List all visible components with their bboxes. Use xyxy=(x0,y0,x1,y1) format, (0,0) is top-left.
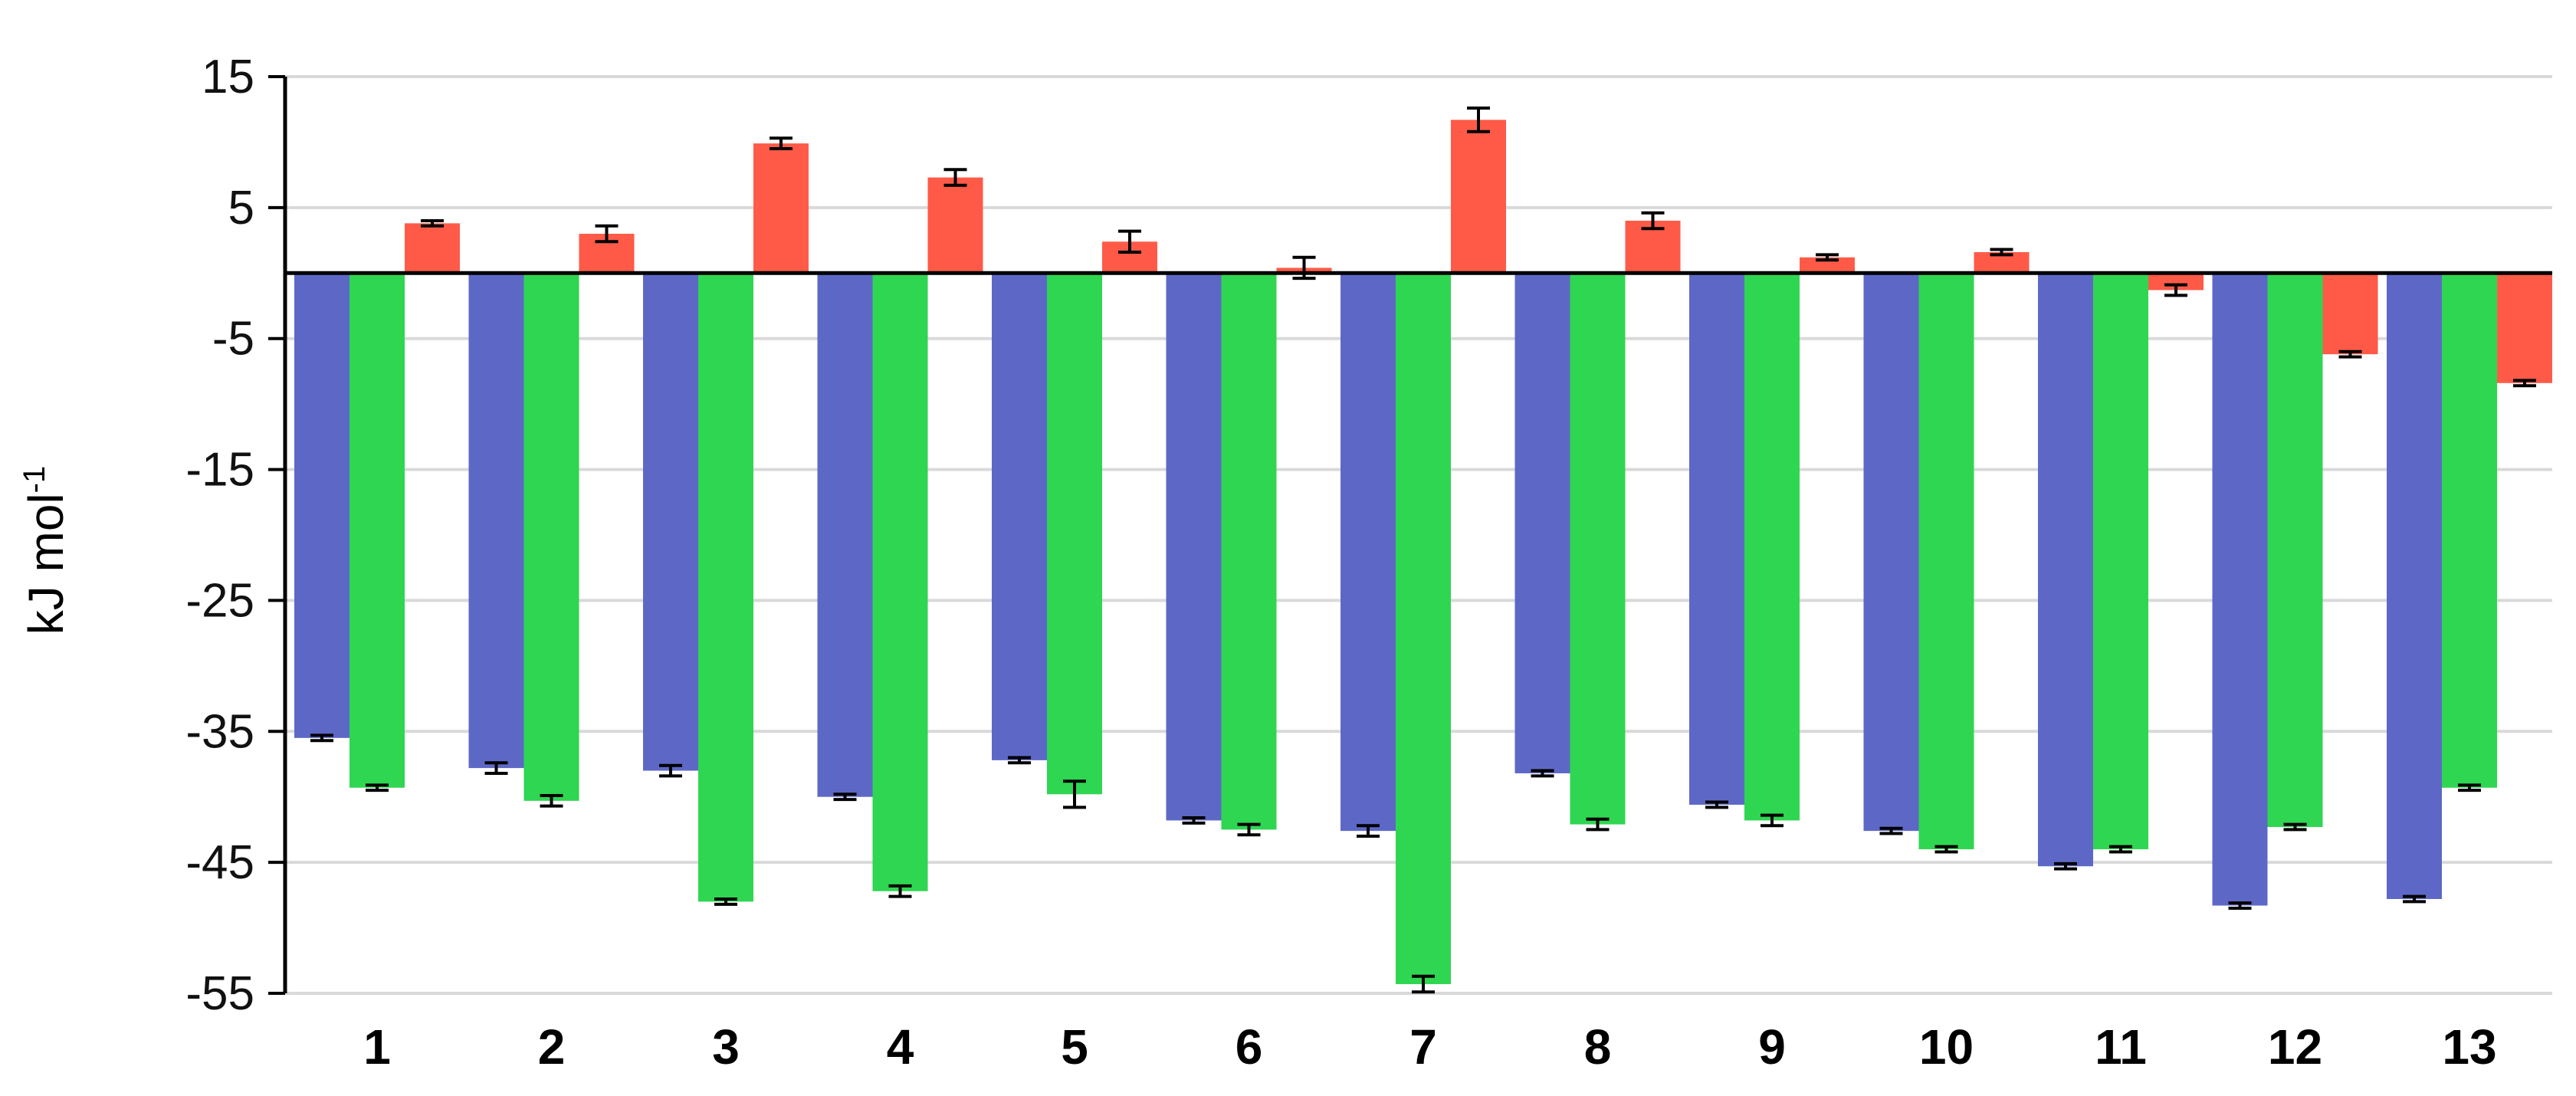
bar xyxy=(2267,273,2323,828)
bar xyxy=(1744,273,1800,821)
bar xyxy=(1341,273,1396,832)
y-tick-label: -45 xyxy=(185,836,254,889)
bar xyxy=(1221,273,1277,830)
bar xyxy=(294,273,349,738)
y-tick-label: -35 xyxy=(185,705,254,758)
bar xyxy=(2038,273,2093,867)
bar xyxy=(1689,273,1744,805)
y-axis-title-main: kJ mol xyxy=(18,493,74,635)
x-category-label: 4 xyxy=(887,1019,914,1075)
bar xyxy=(1451,120,1506,274)
x-category-label: 6 xyxy=(1235,1019,1263,1075)
x-category-label: 1 xyxy=(363,1019,391,1075)
x-category-label: 2 xyxy=(538,1019,566,1075)
y-tick-labels: 15 5 -5 -15 -25 -35 -45 -55 xyxy=(185,51,254,1020)
bar xyxy=(872,273,928,891)
bar xyxy=(753,143,809,274)
bar xyxy=(405,223,460,274)
x-category-label: 10 xyxy=(1919,1019,1974,1075)
bars xyxy=(294,120,2552,985)
bar xyxy=(927,177,983,274)
bar xyxy=(2212,273,2268,906)
y-axis-title: kJ mol-1 xyxy=(18,466,74,635)
y-tick-label: -5 xyxy=(212,313,254,366)
bar xyxy=(698,273,753,902)
y-axis-title-superscript: -1 xyxy=(18,466,51,494)
x-category-label: 5 xyxy=(1061,1019,1088,1075)
bar xyxy=(1396,273,1451,985)
bar xyxy=(2093,273,2148,850)
bar xyxy=(523,273,579,801)
bar xyxy=(1863,273,1919,832)
bar xyxy=(1918,273,1974,850)
x-category-label: 12 xyxy=(2268,1019,2322,1075)
bar xyxy=(2148,273,2204,290)
bar xyxy=(992,273,1047,760)
bar xyxy=(1514,273,1570,773)
x-category-label: 9 xyxy=(1758,1019,1786,1075)
x-category-label: 8 xyxy=(1584,1019,1612,1075)
y-tick-label: -25 xyxy=(185,574,254,627)
bar xyxy=(643,273,698,771)
bar xyxy=(2442,273,2497,788)
bar xyxy=(1800,257,1855,274)
y-tick-label: -55 xyxy=(185,967,254,1020)
error-bars xyxy=(310,107,2536,994)
bar xyxy=(1570,273,1626,825)
bar xyxy=(349,273,405,788)
bar xyxy=(817,273,873,797)
y-tick-label: -15 xyxy=(185,444,254,497)
x-category-label: 3 xyxy=(712,1019,740,1075)
y-tick-label: 15 xyxy=(202,51,254,103)
y-tick-label: 5 xyxy=(228,182,254,235)
bar xyxy=(2387,273,2442,899)
x-category-label: 13 xyxy=(2442,1019,2496,1075)
bar xyxy=(2497,273,2552,383)
x-category-labels: 1 2 3 4 5 6 7 8 9 10 11 12 13 xyxy=(363,1019,2496,1075)
bar xyxy=(468,273,524,769)
bar xyxy=(1047,273,1102,795)
x-category-label: 11 xyxy=(2095,1019,2147,1075)
x-category-label: 7 xyxy=(1409,1019,1437,1075)
bar xyxy=(1166,273,1222,821)
axes xyxy=(268,75,2552,995)
bar xyxy=(2322,273,2378,355)
